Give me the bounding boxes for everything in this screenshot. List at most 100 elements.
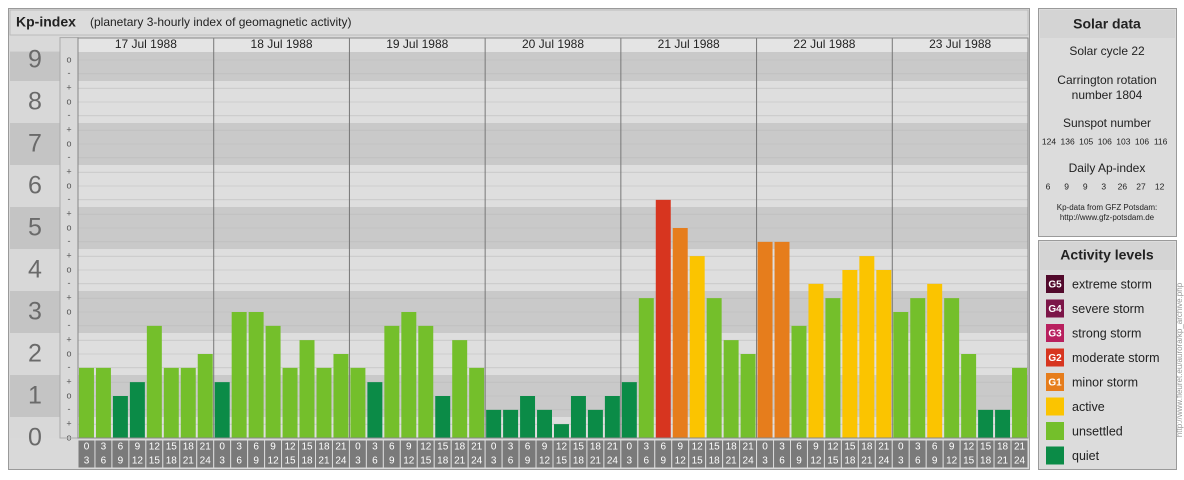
hour-start: 21	[1014, 442, 1026, 453]
bar	[587, 409, 603, 438]
hour-end: 12	[539, 456, 551, 467]
hour-end: 18	[709, 456, 721, 467]
levels-title: Activity levels	[1060, 247, 1154, 263]
level-swatch	[1046, 397, 1064, 416]
ap-value: 27	[1136, 181, 1146, 191]
bar	[791, 325, 807, 438]
hour-start: 3	[372, 442, 378, 453]
y-minor-tick-label: o	[66, 222, 71, 232]
day-label: 20 Jul 1988	[522, 37, 584, 51]
bar	[978, 409, 994, 438]
hour-end: 15	[284, 456, 296, 467]
hour-start: 21	[878, 442, 890, 453]
bar	[95, 367, 111, 438]
hour-end: 21	[590, 456, 602, 467]
hour-end: 21	[997, 456, 1009, 467]
hour-end: 15	[556, 456, 568, 467]
hour-start: 18	[183, 442, 195, 453]
y-minor-tick-label: +	[66, 293, 71, 303]
y-minor-tick-label: +	[66, 377, 71, 387]
hour-end: 15	[420, 456, 432, 467]
y-minor-tick-label: o	[66, 54, 71, 64]
y-minor-tick-label: +	[66, 335, 71, 345]
source: Kp-data from GFZ Potsdam:	[1057, 203, 1157, 212]
bar	[384, 325, 400, 438]
hour-end: 6	[508, 456, 514, 467]
bar	[333, 354, 349, 438]
hour-start: 9	[270, 442, 276, 453]
hour-cell	[1010, 439, 1029, 469]
hour-end: 12	[946, 456, 958, 467]
ap-value: 26	[1118, 181, 1128, 191]
hour-start: 12	[149, 442, 161, 453]
hour-end: 15	[692, 456, 704, 467]
hour-end: 3	[355, 456, 361, 467]
day-label: 23 Jul 1988	[929, 37, 991, 51]
y-tick-label: 8	[28, 88, 42, 116]
y-minor-tick-label: -	[68, 152, 71, 162]
hour-start: 12	[556, 442, 568, 453]
y-minor-tick-label: o	[66, 390, 71, 400]
level-label: moderate storm	[1072, 351, 1160, 365]
solar-title-bar	[1040, 10, 1175, 38]
hour-start: 9	[135, 442, 141, 453]
bar	[655, 199, 671, 438]
hour-end: 6	[779, 456, 785, 467]
hour-end: 3	[627, 456, 633, 467]
hour-start: 15	[709, 442, 721, 453]
level-label: active	[1072, 400, 1105, 414]
level-label: minor storm	[1072, 375, 1138, 389]
level-label: extreme storm	[1072, 277, 1152, 291]
hour-end: 6	[372, 456, 378, 467]
y-minor-tick-label: o	[66, 348, 71, 358]
hour-start: 6	[389, 442, 395, 453]
bar	[774, 241, 790, 438]
y-minor-tick-label: +	[66, 251, 71, 261]
y-tick-label: 0	[28, 424, 42, 452]
hour-start: 9	[542, 442, 548, 453]
hour-end: 18	[166, 456, 178, 467]
hour-end: 21	[861, 456, 873, 467]
hour-end: 9	[660, 456, 666, 467]
bar	[808, 283, 824, 438]
day-label: 19 Jul 1988	[386, 37, 448, 51]
day-header	[349, 38, 486, 52]
plot-frame	[77, 37, 1029, 439]
bar	[1012, 367, 1027, 438]
label-band	[10, 249, 60, 291]
y-minor-tick-label: +	[66, 209, 71, 219]
hour-end: 3	[898, 456, 904, 467]
bar	[163, 367, 179, 438]
y-minor-tick-label: -	[68, 68, 71, 78]
day-header	[892, 38, 1028, 52]
bar	[214, 382, 230, 438]
carrington: Carrington rotation	[1057, 73, 1156, 87]
bar	[859, 256, 875, 438]
bar	[723, 340, 739, 438]
hour-end: 9	[253, 456, 259, 467]
label-band	[10, 165, 60, 207]
label-band	[10, 81, 60, 123]
ap-label: Daily Ap-index	[1069, 161, 1146, 175]
chart-subtitle: (planetary 3-hourly index of geomagnetic…	[90, 15, 351, 29]
y-minor-tick-label: o	[66, 432, 71, 442]
hour-end: 9	[525, 456, 531, 467]
carrington: number 1804	[1072, 88, 1143, 102]
day-label: 17 Jul 1988	[115, 37, 177, 51]
bar	[910, 298, 926, 438]
bar	[706, 298, 722, 438]
hour-start: 18	[861, 442, 873, 453]
level-badge: G5	[1048, 280, 1062, 291]
level-label: unsettled	[1072, 424, 1123, 438]
source: http://www.gfz-potsdam.de	[1060, 213, 1155, 222]
bar	[435, 396, 451, 438]
hour-start: 3	[101, 442, 107, 453]
hour-end: 24	[335, 456, 347, 467]
hour-end: 6	[236, 456, 242, 467]
y-tick-label: 2	[28, 340, 42, 368]
hour-start: 15	[573, 442, 585, 453]
y-minor-tick-label: o	[66, 138, 71, 148]
hour-end: 24	[878, 456, 890, 467]
hour-end: 9	[389, 456, 395, 467]
